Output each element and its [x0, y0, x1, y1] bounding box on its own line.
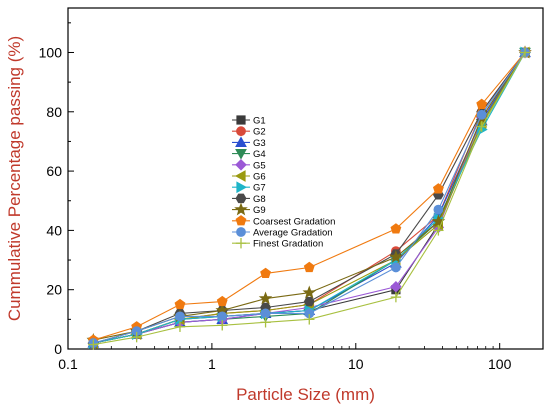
plot-frame — [67, 7, 544, 350]
series-coarsest-gradation-point — [216, 295, 228, 307]
series-g8-line — [93, 52, 526, 344]
series-g9-point — [302, 285, 317, 299]
series-finest-gradation-point — [217, 320, 228, 331]
legend-g4-marker — [235, 148, 247, 160]
legend-coarsest-gradation: Coarsest Gradation — [232, 215, 335, 227]
legend-g5-marker — [235, 159, 247, 171]
legend-g4: G4 — [232, 148, 266, 160]
legend-g2-label: G2 — [253, 127, 266, 138]
legend-g5: G5 — [232, 159, 266, 171]
y-tick-label: 100 — [39, 44, 63, 60]
series-average-gradation-point — [260, 308, 271, 319]
series-average-gradation-point — [433, 204, 444, 215]
series-average-gradation-line — [93, 52, 526, 344]
series-coarsest-gradation-line — [93, 52, 526, 341]
series-finest-gradation-point — [476, 121, 487, 132]
y-tick-label: 40 — [46, 222, 62, 238]
x-tick-label: 1 — [208, 356, 216, 372]
legend-coarsest-gradation-marker — [235, 215, 247, 226]
series-average-gradation-point — [391, 262, 401, 273]
series-coarsest-gradation-point — [174, 298, 186, 310]
legend-coarsest-gradation-label: Coarsest Gradation — [253, 216, 335, 227]
series-coarsest-gradation-point — [476, 98, 488, 109]
series-finest-gradation — [88, 47, 531, 350]
legend-g9-marker — [234, 202, 248, 216]
legend-g3: G3 — [232, 136, 266, 149]
series-finest-gradation-point — [519, 47, 531, 58]
series-finest-gradation-point — [390, 291, 402, 303]
series-finest-gradation-point — [304, 314, 315, 325]
legend-g6: G6 — [232, 170, 266, 183]
series-finest-gradation-point — [131, 331, 142, 343]
legend-average-gradation-label: Average Gradation — [253, 228, 333, 239]
legend-g7: G7 — [232, 181, 266, 194]
legend-g1-marker — [236, 115, 246, 125]
plot-area — [67, 7, 544, 350]
legend-g4-label: G4 — [253, 149, 266, 160]
series-g9-point — [389, 249, 403, 263]
legend-finest-gradation-marker — [235, 238, 247, 249]
legend-g8: G8 — [232, 193, 266, 205]
legend-g7-label: G7 — [253, 183, 266, 194]
legend-g1: G1 — [232, 115, 266, 127]
legend-g2-marker — [236, 126, 246, 137]
legend-g6-label: G6 — [253, 172, 266, 183]
series-average-gradation-point — [175, 311, 185, 322]
series-g5-line — [93, 52, 526, 344]
x-tick-label: 100 — [488, 356, 512, 372]
series-finest-gradation-point — [88, 339, 99, 350]
series-coarsest-gradation-point — [260, 267, 271, 278]
series-g8 — [87, 47, 531, 348]
x-tick-label: 10 — [348, 356, 364, 372]
y-tick-label: 0 — [54, 341, 62, 357]
x-tick-label: 0.1 — [58, 356, 78, 372]
legend-g9-label: G9 — [253, 205, 266, 216]
y-tick-label: 60 — [46, 163, 62, 179]
y-axis-title: Cummulative Percentage passing (%) — [5, 36, 24, 321]
series-layer — [86, 45, 532, 350]
series-g8-point — [303, 296, 315, 307]
series-average-gradation-point — [217, 311, 228, 322]
legend-average-gradation-marker — [236, 227, 246, 237]
axes: 0 20 40 60 80 100 0.1 1 10 100 — [39, 22, 544, 372]
x-axis-title: Particle Size (mm) — [236, 385, 375, 404]
y-tick-label: 80 — [46, 104, 62, 120]
legend-g3-marker — [235, 136, 247, 148]
legend-finest-gradation-label: Finest Gradation — [253, 239, 323, 250]
series-finest-gradation-point — [433, 225, 444, 236]
series-finest-gradation-line — [93, 52, 526, 346]
series-finest-gradation-point — [260, 317, 271, 328]
series-coarsest-gradation-point — [303, 261, 315, 273]
legend-g1-label: G1 — [253, 116, 266, 127]
legend-g9: G9 — [232, 202, 266, 216]
series-coarsest-gradation-point — [432, 183, 444, 194]
series-average-gradation — [88, 47, 530, 348]
legend-g8-marker — [235, 193, 247, 204]
series-average-gradation-point — [476, 109, 487, 120]
series-finest-gradation-point — [174, 321, 186, 332]
series-g9-point — [258, 291, 273, 305]
legend-g3-label: G3 — [253, 138, 266, 149]
series-g7-line — [93, 52, 526, 344]
legend-g8-label: G8 — [253, 194, 266, 205]
y-tick-label: 20 — [46, 282, 62, 298]
legend-g5-label: G5 — [253, 160, 266, 171]
legend-average-gradation: Average Gradation — [232, 227, 333, 239]
legend-g7-marker — [236, 181, 248, 194]
legend-g2: G2 — [232, 126, 266, 138]
series-coarsest-gradation-point — [390, 223, 402, 234]
legend-finest-gradation: Finest Gradation — [232, 238, 323, 250]
legend-g6-marker — [234, 170, 246, 182]
